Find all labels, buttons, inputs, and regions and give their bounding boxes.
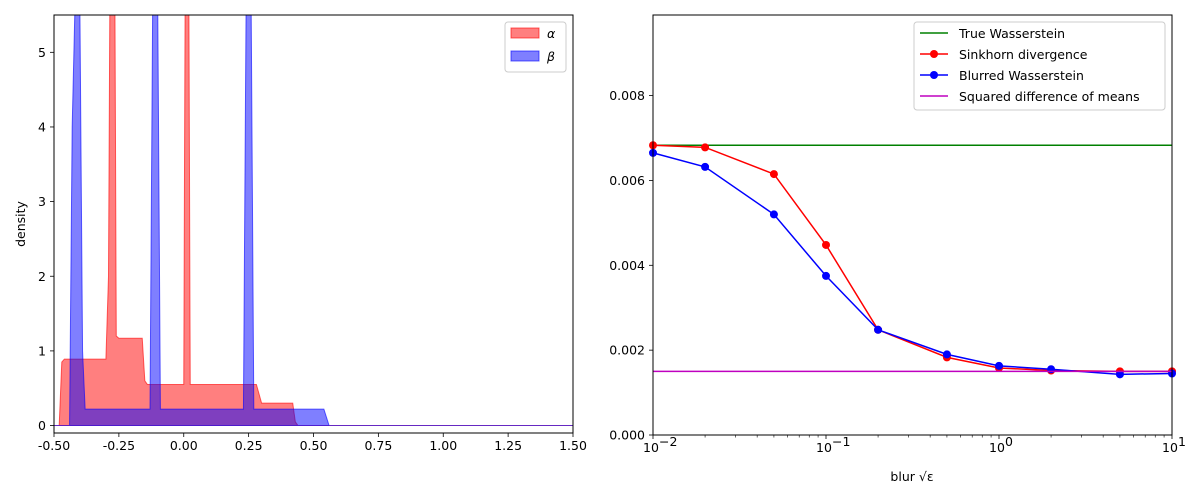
wasserstein-y-ticks: 0.000 0.002 0.004 0.006 0.008 bbox=[609, 88, 653, 443]
legend-marker-sinkhorn bbox=[930, 50, 938, 58]
series-point-blurred bbox=[701, 162, 710, 171]
wasserstein-y-tick-label: 0.000 bbox=[609, 428, 645, 443]
wasserstein-plot-area bbox=[649, 141, 1176, 379]
density-legend-swatch-beta bbox=[510, 50, 540, 62]
density-legend-swatch-alpha bbox=[510, 27, 540, 39]
density-legend: α β bbox=[504, 21, 567, 73]
density-legend-label-alpha: α bbox=[547, 26, 556, 41]
series-point-sinkhorn bbox=[822, 240, 830, 249]
density-panel: -0.50 -0.25 0.00 0.25 0.50 0.75 1.00 1.25 1.50 0… bbox=[13, 14, 587, 453]
density-x-tick-label: 1.00 bbox=[429, 438, 457, 453]
wasserstein-y-tick-label: 0.008 bbox=[609, 88, 645, 103]
wasserstein-x-tick-exponent: −1 bbox=[832, 434, 850, 449]
wasserstein-x-ticks: 10 −2 10 −1 10 0 10 1 bbox=[643, 434, 1186, 455]
wasserstein-x-tick-label: 10 bbox=[989, 440, 1005, 455]
density-x-tick-label: 1.50 bbox=[559, 438, 587, 453]
density-y-tick-label: 3 bbox=[38, 194, 46, 209]
density-y-tick-label: 0 bbox=[38, 418, 46, 433]
legend-label-blurred: Blurred Wasserstein bbox=[959, 68, 1084, 83]
wasserstein-legend: True Wasserstein Sinkhorn divergence Blu… bbox=[913, 21, 1166, 111]
density-x-tick-label: 0.50 bbox=[300, 438, 328, 453]
wasserstein-x-tick-label: 10 bbox=[1162, 440, 1178, 455]
series-point-blurred bbox=[769, 210, 778, 219]
wasserstein-axes-frame bbox=[652, 14, 1173, 436]
density-y-axis-label: density bbox=[13, 200, 28, 246]
density-y-ticks: 0 1 2 3 4 5 bbox=[38, 45, 54, 433]
wasserstein-x-tick-exponent: −2 bbox=[659, 434, 677, 449]
density-x-ticks: -0.50 -0.25 0.00 0.25 0.50 0.75 1.00 1.25 1.50 bbox=[38, 433, 587, 453]
wasserstein-x-tick-exponent: 1 bbox=[1178, 434, 1186, 449]
wasserstein-panel: 10 −2 10 −1 10 0 10 1 0.0000.0020.0040.0060.008… bbox=[609, 14, 1186, 484]
density-legend-label-beta: β bbox=[546, 49, 555, 64]
density-x-tick-label: 1.25 bbox=[494, 438, 522, 453]
density-y-tick-label: 2 bbox=[38, 269, 46, 284]
series-line-sinkhorn bbox=[652, 144, 1172, 373]
series-point-blurred bbox=[1115, 370, 1124, 379]
legend-label-means: Squared difference of means bbox=[959, 89, 1140, 104]
density-x-tick-label: 0.75 bbox=[364, 438, 392, 453]
wasserstein-x-tick-label: 10 bbox=[816, 440, 832, 455]
wasserstein-x-axis-label: blur √ε bbox=[890, 469, 933, 484]
wasserstein-y-tick-label: 0.004 bbox=[609, 258, 645, 273]
density-y-tick-label: 4 bbox=[38, 119, 46, 134]
series-line-blurred bbox=[652, 152, 1173, 376]
density-plot-area bbox=[53, 14, 574, 427]
series-point-blurred bbox=[822, 271, 830, 280]
series-point-blurred bbox=[942, 350, 951, 359]
series-point-sinkhorn bbox=[769, 170, 778, 179]
density-x-tick-label: 0.25 bbox=[235, 438, 263, 453]
density-x-tick-label: -0.50 bbox=[38, 438, 70, 453]
wasserstein-y-tick-label: 0.006 bbox=[609, 173, 645, 188]
series-point-blurred bbox=[995, 361, 1003, 370]
legend-marker-blurred bbox=[930, 71, 938, 79]
wasserstein-x-tick-label: 10 bbox=[643, 440, 659, 455]
density-y-tick-label: 5 bbox=[38, 45, 46, 60]
density-area-alpha bbox=[53, 14, 574, 427]
series-point-sinkhorn bbox=[701, 143, 710, 152]
wasserstein-legend-box bbox=[913, 21, 1166, 111]
density-x-tick-label: 0.00 bbox=[170, 438, 198, 453]
density-x-tick-label: -0.25 bbox=[103, 438, 135, 453]
density-y-tick-label: 1 bbox=[38, 343, 46, 358]
wasserstein-y-tick-label: 0.002 bbox=[609, 343, 645, 358]
series-point-blurred bbox=[874, 325, 883, 334]
legend-label-true-wasserstein: True Wasserstein bbox=[958, 26, 1065, 41]
legend-label-sinkhorn: Sinkhorn divergence bbox=[959, 47, 1088, 62]
wasserstein-x-tick-exponent: 0 bbox=[1005, 434, 1013, 449]
